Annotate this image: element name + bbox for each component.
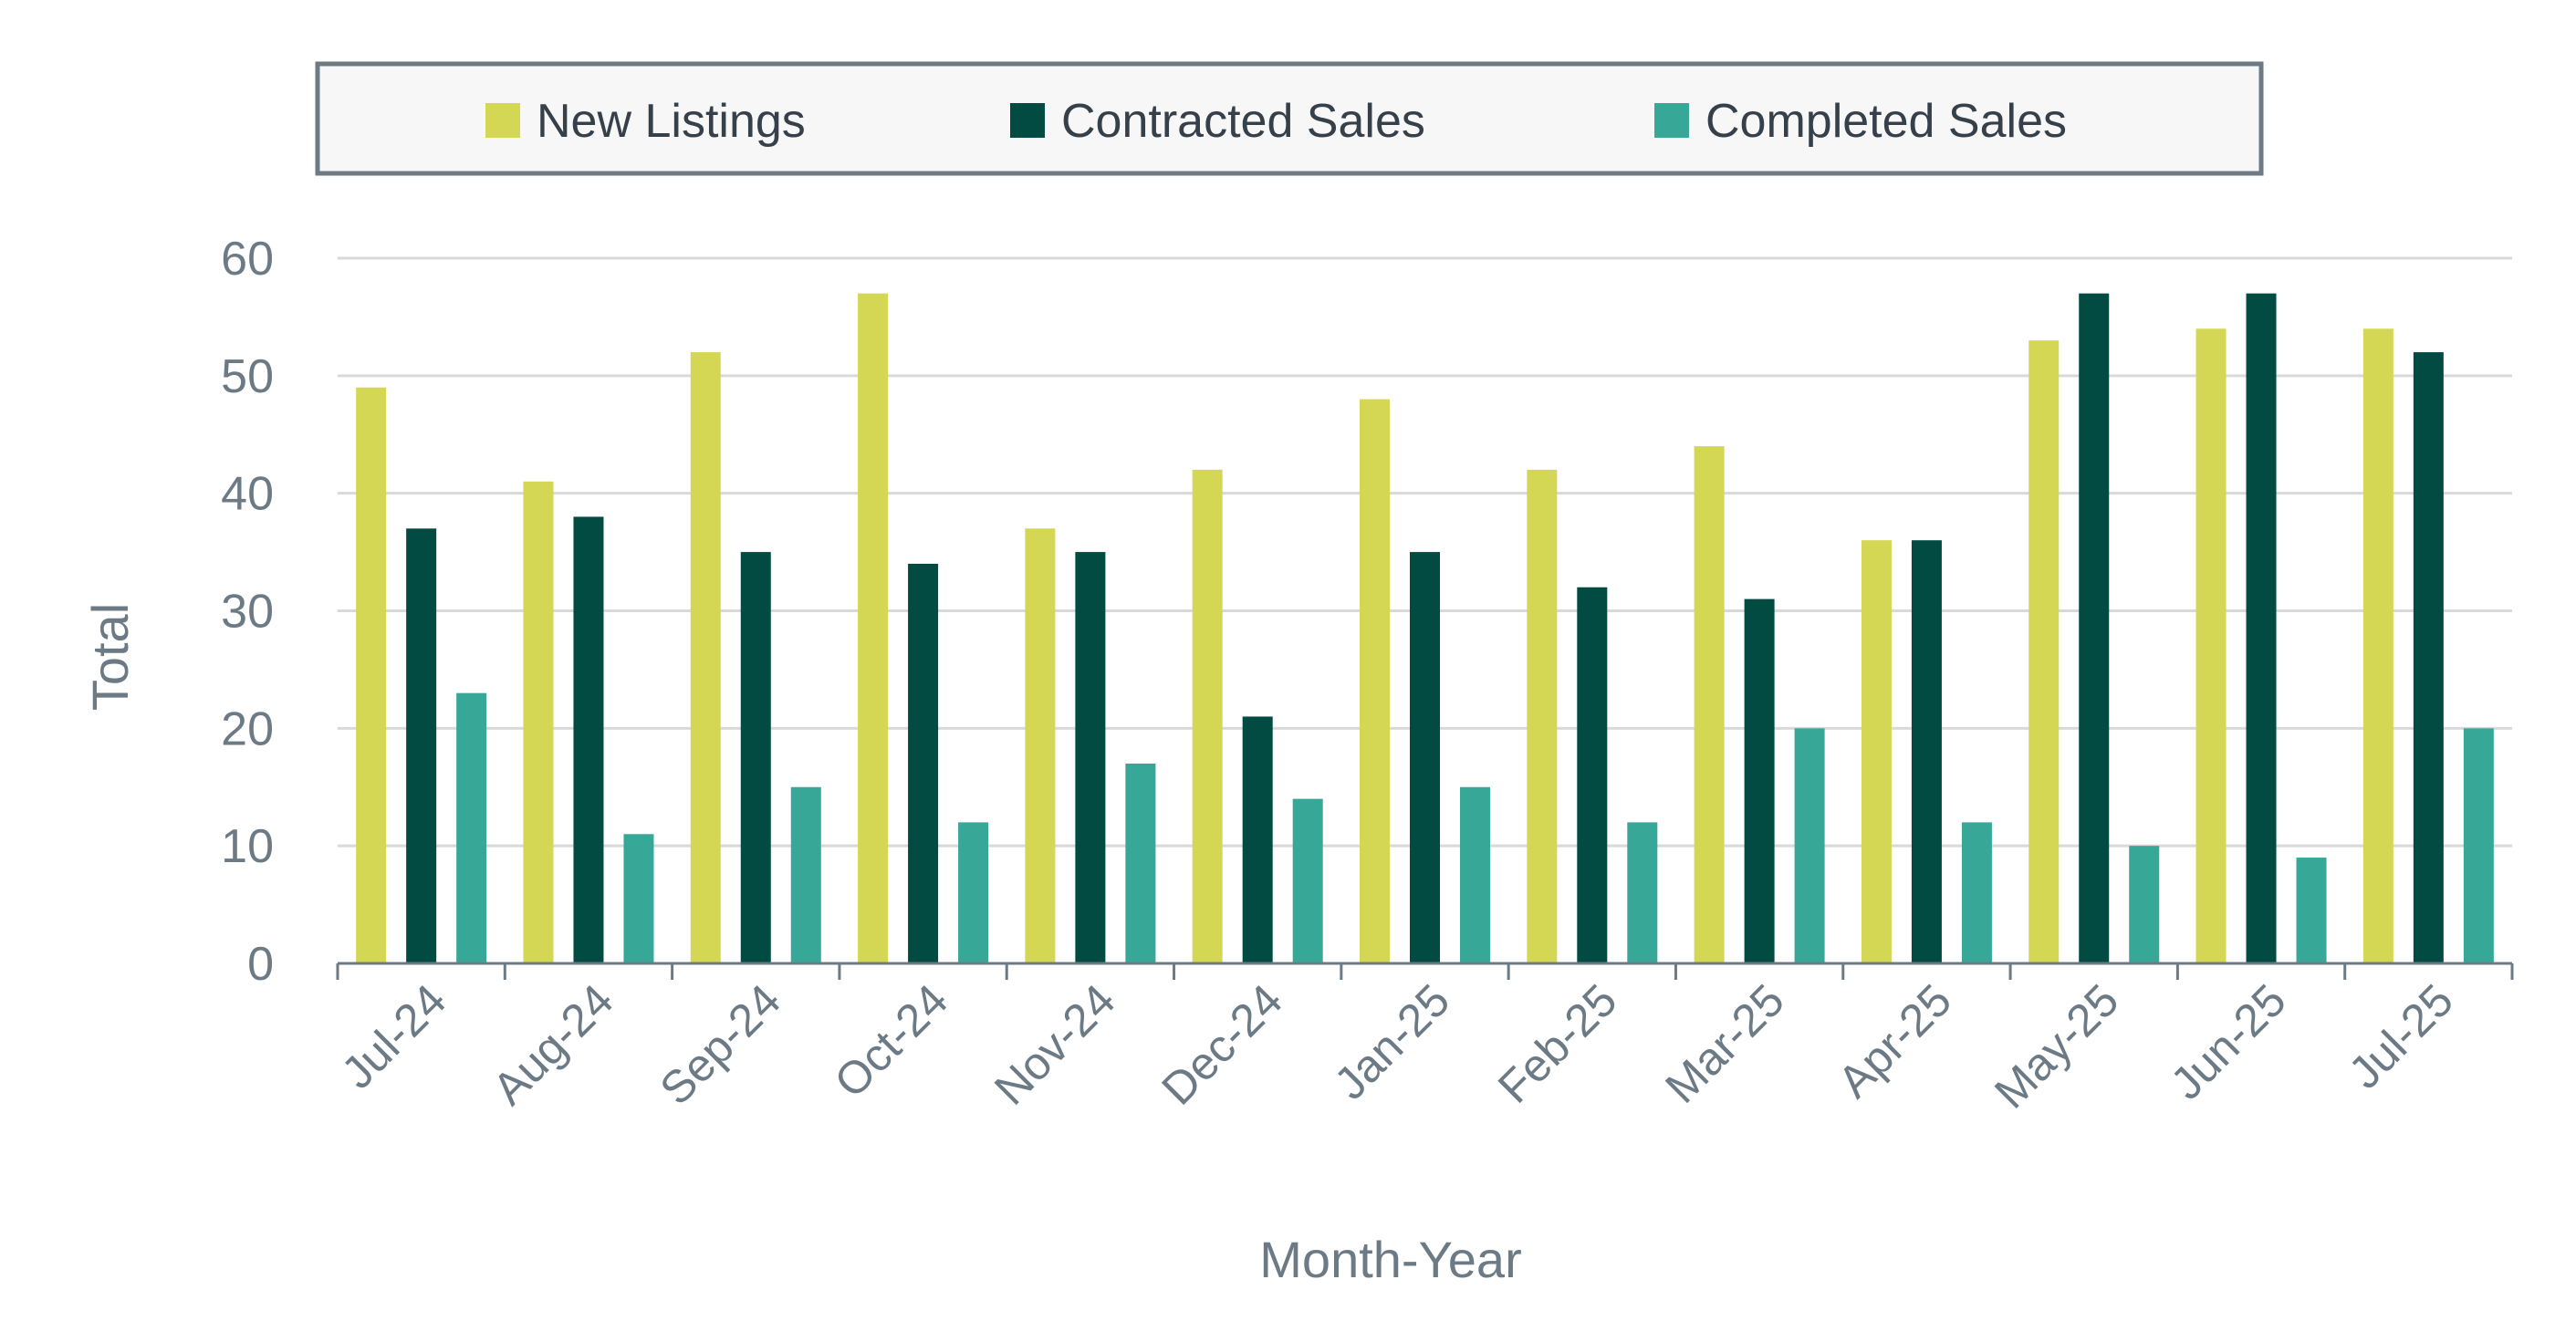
bar-new-listings: [1527, 469, 1558, 963]
bar-contracted-sales: [1744, 598, 1775, 963]
y-tick-label: 10: [221, 820, 274, 873]
x-tick-label: Jul-24: [332, 974, 456, 1098]
y-axis-title: Total: [81, 603, 139, 711]
legend-label: New Listings: [537, 95, 806, 148]
bar-contracted-sales: [1410, 552, 1440, 963]
bar-completed-sales: [1125, 763, 1156, 963]
y-tick-label: 20: [221, 702, 274, 755]
legend-box: [315, 61, 2264, 176]
legend-swatch-contracted-sales: [1010, 103, 1045, 138]
legend-swatch-completed-sales: [1654, 103, 1689, 138]
bar-contracted-sales: [1242, 716, 1273, 963]
bar-contracted-sales: [573, 516, 604, 963]
legend-label: Contracted Sales: [1061, 95, 1425, 148]
x-tick-label: Jan-25: [1325, 974, 1460, 1109]
bar-new-listings: [858, 293, 889, 963]
bar-contracted-sales: [740, 552, 771, 963]
x-tick-label: Aug-24: [483, 974, 623, 1115]
x-tick-label: Oct-24: [825, 974, 958, 1108]
x-tick-labels: Jul-24 Aug-24 Sep-24 Oct-24 Nov-24 Dec-24 Jan-…: [332, 974, 2464, 1118]
bar-completed-sales: [623, 834, 654, 963]
bars: [356, 293, 2494, 964]
bar-completed-sales: [2463, 728, 2494, 963]
bar-completed-sales: [2296, 858, 2327, 963]
bar-contracted-sales: [1075, 552, 1106, 963]
bar-contracted-sales: [908, 563, 939, 963]
bar-completed-sales: [456, 692, 487, 963]
bar-contracted-sales: [2079, 293, 2110, 963]
bar-completed-sales: [1794, 728, 1825, 963]
y-tick-label: 0: [247, 938, 274, 991]
bar-contracted-sales: [2246, 293, 2277, 963]
x-tick-label: Jun-25: [2161, 974, 2296, 1109]
bar-contracted-sales: [1911, 540, 1942, 963]
bar-new-listings: [1360, 399, 1390, 964]
axes: [336, 962, 2514, 980]
bar-completed-sales: [1961, 822, 1992, 963]
bar-completed-sales: [1627, 822, 1658, 963]
x-tick-label: Nov-24: [985, 974, 1125, 1115]
y-tick-labels: 0 10 20 30 40 50 60: [221, 233, 274, 991]
bar-new-listings: [2195, 328, 2227, 963]
x-tick-label: Mar-25: [1655, 974, 1794, 1113]
bar-new-listings: [523, 481, 554, 963]
x-tick-label: May-25: [1985, 974, 2128, 1118]
legend-swatch-new-listings: [485, 103, 520, 138]
x-tick-label: Apr-25: [1828, 974, 1961, 1108]
x-tick-label: Jul-25: [2339, 974, 2463, 1098]
x-tick-label: Feb-25: [1488, 974, 1627, 1113]
bar-completed-sales: [2129, 846, 2160, 963]
bar-new-listings: [2028, 340, 2060, 963]
bar-contracted-sales: [2413, 352, 2444, 964]
bar-new-listings: [1025, 528, 1056, 963]
y-tick-label: 30: [221, 586, 274, 639]
y-tick-label: 40: [221, 468, 274, 521]
bar-new-listings: [1861, 540, 1892, 963]
bar-new-listings: [1192, 469, 1223, 963]
x-tick-label: Dec-24: [1152, 974, 1292, 1115]
bar-completed-sales: [958, 822, 989, 963]
legend: New Listings Contracted Sales Completed Sa…: [315, 61, 2264, 176]
bar-contracted-sales: [1577, 587, 1608, 963]
bar-completed-sales: [1460, 786, 1490, 963]
x-tick-label: Sep-24: [650, 974, 790, 1115]
bar-new-listings: [2362, 328, 2393, 963]
bar-contracted-sales: [406, 528, 437, 963]
bar-new-listings: [1694, 446, 1725, 964]
legend-label: Completed Sales: [1705, 95, 2067, 148]
y-tick-label: 60: [221, 233, 274, 286]
bar-completed-sales: [790, 786, 821, 963]
bar-new-listings: [356, 387, 387, 963]
x-axis-title: Month-Year: [1259, 1231, 1521, 1288]
bar-completed-sales: [1292, 798, 1323, 963]
bar-new-listings: [690, 352, 721, 964]
y-tick-label: 50: [221, 350, 274, 403]
